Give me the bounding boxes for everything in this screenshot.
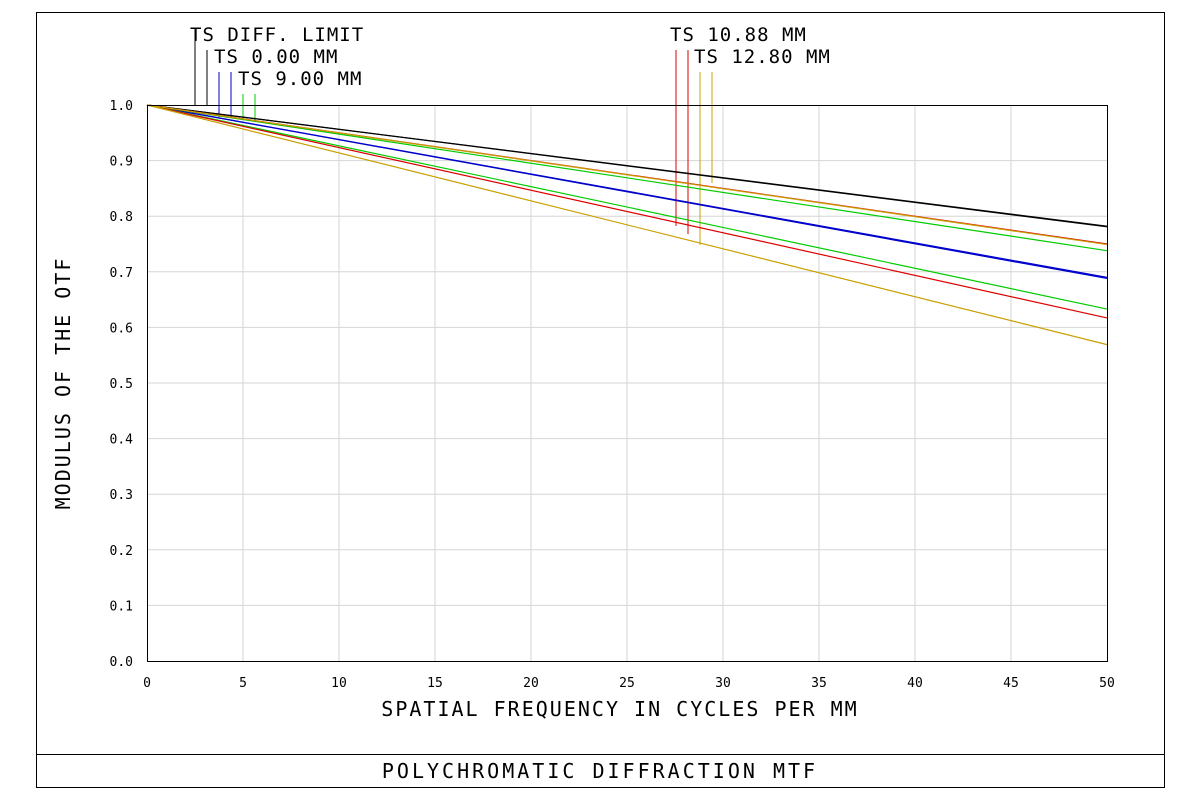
y-tick-label: 0.1 <box>110 599 133 614</box>
y-tick-label: 0.9 <box>110 155 133 170</box>
series-line <box>146 104 1108 319</box>
legend-label-0-00mm: TS 0.00 MM <box>214 46 338 68</box>
legend-label-diff-limit: TS DIFF. LIMIT <box>190 24 364 46</box>
x-tick-label: 20 <box>523 676 539 691</box>
series-lines <box>146 104 1108 346</box>
chart-title: POLYCHROMATIC DIFFRACTION MTF <box>382 759 818 783</box>
plot-frame <box>147 105 1108 662</box>
series-line <box>146 104 1108 310</box>
y-tick-label: 0.2 <box>110 544 133 559</box>
y-tick-label: 0.7 <box>110 266 133 281</box>
series-line <box>146 104 1108 246</box>
y-tick-label: 0.0 <box>110 655 133 670</box>
series-line <box>146 104 1108 252</box>
y-tick-label: 0.5 <box>110 377 133 392</box>
x-tick-label: 40 <box>907 676 923 691</box>
series-line <box>146 104 1108 228</box>
y-tick-label: 0.6 <box>110 321 133 336</box>
x-tick-label: 50 <box>1099 676 1115 691</box>
y-axis-title: MODULUS OF THE OTF <box>51 257 75 510</box>
outer-frame <box>36 12 1165 788</box>
legend-label-9-00mm: TS 9.00 MM <box>238 68 362 90</box>
x-tick-label: 0 <box>143 676 151 691</box>
y-tick-label: 1.0 <box>110 99 133 114</box>
series-line <box>146 104 1108 346</box>
x-axis-title: SPATIAL FREQUENCY IN CYCLES PER MM <box>381 697 858 721</box>
x-tick-label: 25 <box>619 676 635 691</box>
x-tick-label: 35 <box>811 676 827 691</box>
series-line <box>146 104 1108 280</box>
y-tick-label: 0.3 <box>110 488 133 503</box>
x-tick-labels: 0 5 10 15 20 25 30 35 40 45 50 <box>143 676 1115 691</box>
y-tick-labels: 0.0 0.1 0.2 0.3 0.4 0.5 0.6 0.7 0.8 0.9 1.0 <box>110 99 134 670</box>
x-tick-label: 30 <box>715 676 731 691</box>
y-tick-label: 0.4 <box>110 433 134 448</box>
legend-label-10-88mm: TS 10.88 MM <box>670 24 807 46</box>
x-tick-label: 15 <box>427 676 443 691</box>
x-tick-label: 45 <box>1003 676 1019 691</box>
x-tick-label: 10 <box>331 676 347 691</box>
grid <box>147 105 1107 661</box>
x-tick-label: 5 <box>239 676 247 691</box>
y-tick-label: 0.8 <box>110 210 133 225</box>
legend-label-12-80mm: TS 12.80 MM <box>694 46 831 68</box>
